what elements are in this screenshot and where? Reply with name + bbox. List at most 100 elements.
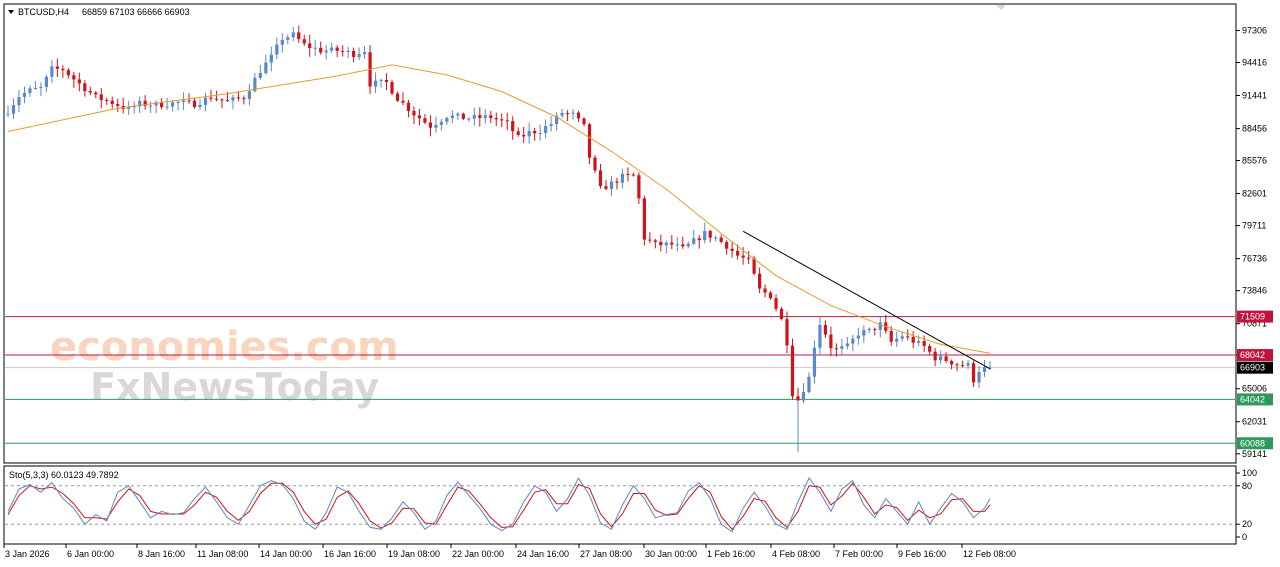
candle-bull [330,47,334,51]
candle-bull [900,336,904,339]
candle-bear [730,248,734,251]
candle-bear [390,81,394,94]
moving-average-line [7,64,991,354]
candle-bear [88,91,92,93]
x-tick-label: 9 Feb 16:00 [898,549,946,559]
candle-bear [143,100,147,106]
trendline[interactable] [742,230,991,370]
candle-bear [779,308,784,320]
candle-bull [867,328,871,331]
candle-bear [747,257,751,259]
candle-bull [132,106,136,108]
candle-bull [445,118,449,122]
candle-bull [703,231,707,241]
horizontal-levels [5,316,1235,444]
candle-bull [939,356,943,361]
stochastic-oscillator: 100 80 20 0 [5,468,1257,542]
candle-bear [642,198,646,240]
chart-shift-icon[interactable] [996,5,1006,10]
candle-bear [911,336,915,343]
watermark-fxnewstoday: FxNewsToday [90,365,379,409]
candle-bull [620,173,625,183]
candle-bull [917,340,921,343]
candle-bull [346,50,350,52]
price-tag-support [1237,437,1273,450]
candle-bear [604,186,608,189]
y-tick-label: 76736 [1242,254,1267,264]
candle-bear [928,345,932,352]
price-tag-resistance [1237,349,1273,362]
candle-bull [127,106,131,109]
price-tag-label: 66903 [1240,363,1265,373]
candle-bear [576,112,581,119]
x-axis-ticks: 3 Jan 2026 6 Jan 00:00 8 Jan 16:00 11 Jan 0… [3,544,1016,559]
candle-bear [615,181,619,183]
candle-bear [873,328,877,330]
candle-bear [406,102,411,111]
candle-bull [439,121,443,125]
candle-bull [686,243,690,247]
candle-bear [395,93,400,101]
candle-bear [785,319,789,346]
descending-trendline[interactable] [742,230,991,370]
x-tick-label: 6 Jan 00:00 [67,549,114,559]
moving-average [7,64,991,354]
candle-bear [587,124,592,158]
candle-bear [61,68,65,71]
candle-bear [401,100,405,103]
candle-bear [752,258,756,274]
candle-bull [258,73,262,78]
x-tick-label: 14 Jan 00:00 [260,549,312,559]
candle-bull [982,367,987,372]
candle-bull [538,132,542,134]
candle-bull [269,54,273,63]
candle-bull [176,101,180,103]
stochastic-signal-line [7,482,991,531]
candle-bull [807,376,811,393]
candle-bear [66,70,70,76]
candle-bear [242,98,246,100]
x-tick-label: 27 Jan 08:00 [580,549,632,559]
candle-bear [516,131,520,135]
candle-bear [659,241,663,246]
price-tag-label: 64042 [1240,394,1265,404]
y-tick-label: 85576 [1242,156,1267,166]
candle-bear [236,97,241,99]
symbol-menu-icon[interactable] [8,10,14,14]
candle-bull [379,79,383,81]
price-tag-resistance [1237,310,1273,323]
y-tick-label: 65006 [1242,384,1267,394]
candle-bear [417,115,422,119]
y-tick-label: 73846 [1242,286,1267,296]
stochastic-header: Sto(5,3,3) 60.0123 49.7892 [9,470,119,480]
candle-bear [834,348,838,350]
price-tag-current [1237,361,1273,374]
candle-bull [878,322,882,330]
candle-bear [94,92,98,95]
candle-bear [582,118,586,125]
candle-bear [653,240,657,242]
candle-bear [72,75,76,80]
candle-bull [812,347,817,377]
candle-bear [889,330,893,342]
x-tick-label: 11 Jan 08:00 [197,549,248,559]
candle-bear [944,356,948,361]
candle-bull [6,113,10,115]
candle-bull [181,100,186,102]
candle-bull [818,325,822,348]
y-tick-label: 70871 [1242,319,1267,329]
candle-bear [741,255,745,258]
candle-bear [565,113,570,115]
candle-bull [856,335,860,339]
candle-bull [609,181,614,189]
candle-bear [829,334,833,349]
candle-bear [768,292,773,299]
candle-bear [500,119,504,121]
candle-bull [555,115,559,125]
candle-bear [308,43,312,49]
candle-bull [862,330,866,336]
candle-bear [99,94,103,100]
candle-bull [362,52,367,55]
candle-bull [264,62,268,74]
